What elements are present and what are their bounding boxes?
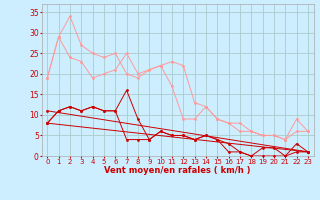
X-axis label: Vent moyen/en rafales ( km/h ): Vent moyen/en rafales ( km/h ) [104, 166, 251, 175]
